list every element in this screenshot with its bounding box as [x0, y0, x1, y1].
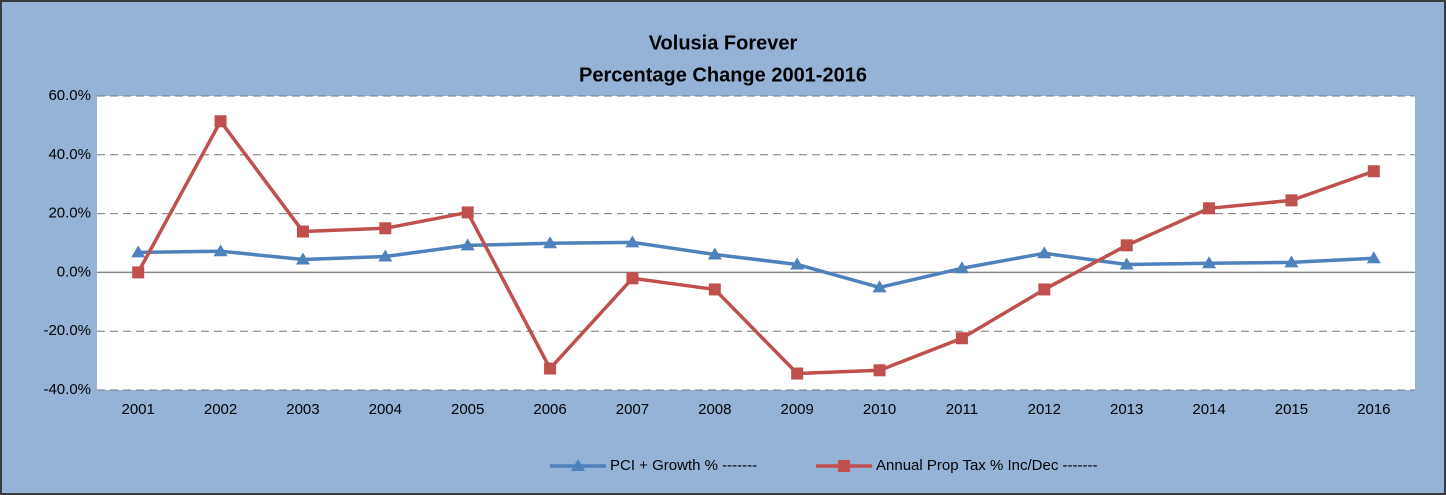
data-point — [132, 266, 145, 279]
x-tick-label: 2002 — [204, 401, 237, 418]
data-point — [296, 225, 309, 238]
x-tick-label: 2009 — [781, 401, 814, 418]
x-tick-label: 2015 — [1275, 401, 1308, 418]
x-tick-label: 2006 — [533, 401, 566, 418]
plot-area — [97, 96, 1415, 390]
data-point — [625, 235, 640, 248]
data-point — [873, 364, 886, 377]
data-point — [544, 362, 557, 375]
x-tick-label: 2016 — [1357, 401, 1390, 418]
legend-label: Annual Prop Tax % Inc/Dec ------- — [876, 457, 1097, 474]
x-tick-label: 2004 — [369, 401, 402, 418]
data-point — [1202, 256, 1217, 269]
data-point — [954, 261, 969, 274]
data-point — [708, 283, 721, 296]
data-point — [626, 272, 639, 285]
data-point — [790, 257, 805, 270]
data-point — [1366, 251, 1381, 264]
x-tick-label: 2011 — [946, 401, 978, 418]
data-point — [1203, 202, 1216, 215]
data-point — [1285, 194, 1298, 207]
x-tick-label: 2007 — [616, 401, 649, 418]
data-point — [378, 249, 393, 262]
data-point — [460, 238, 475, 251]
y-tick-label: -40.0% — [43, 381, 91, 398]
legend-marker — [571, 459, 585, 471]
data-point — [295, 252, 310, 265]
x-tick-label: 2005 — [451, 401, 484, 418]
y-tick-label: -20.0% — [43, 322, 91, 339]
legend-label: PCI + Growth % ------- — [610, 457, 757, 474]
x-tick-label: 2003 — [286, 401, 319, 418]
data-point — [872, 280, 887, 293]
x-tick-label: 2014 — [1192, 401, 1225, 418]
x-tick-label: 2012 — [1028, 401, 1061, 418]
y-tick-label: 0.0% — [57, 263, 91, 280]
chart-subtitle: Percentage Change 2001-2016 — [579, 64, 867, 86]
data-point — [379, 222, 392, 235]
data-point — [1037, 246, 1052, 259]
chart-title: Volusia Forever — [649, 32, 798, 54]
series-line — [136, 119, 1375, 376]
y-tick-label: 40.0% — [48, 146, 91, 163]
data-point — [955, 332, 968, 345]
data-point — [1367, 165, 1380, 178]
x-tick-label: 2008 — [698, 401, 731, 418]
x-tick-label: 2013 — [1110, 401, 1143, 418]
data-point — [1119, 257, 1134, 270]
x-tick-label: 2001 — [122, 401, 155, 418]
legend-marker — [838, 460, 850, 472]
x-tick-label: 2010 — [863, 401, 896, 418]
data-point — [543, 236, 558, 249]
data-point — [707, 247, 722, 260]
data-point — [1038, 283, 1051, 296]
series-line — [138, 240, 1374, 290]
data-point — [791, 367, 804, 380]
data-point — [131, 245, 146, 258]
y-tick-label: 60.0% — [48, 87, 91, 104]
data-point — [1120, 239, 1133, 252]
data-point — [214, 115, 227, 128]
data-point — [1284, 255, 1299, 268]
y-tick-label: 20.0% — [48, 205, 91, 222]
data-point — [461, 206, 474, 219]
data-point — [213, 244, 228, 257]
